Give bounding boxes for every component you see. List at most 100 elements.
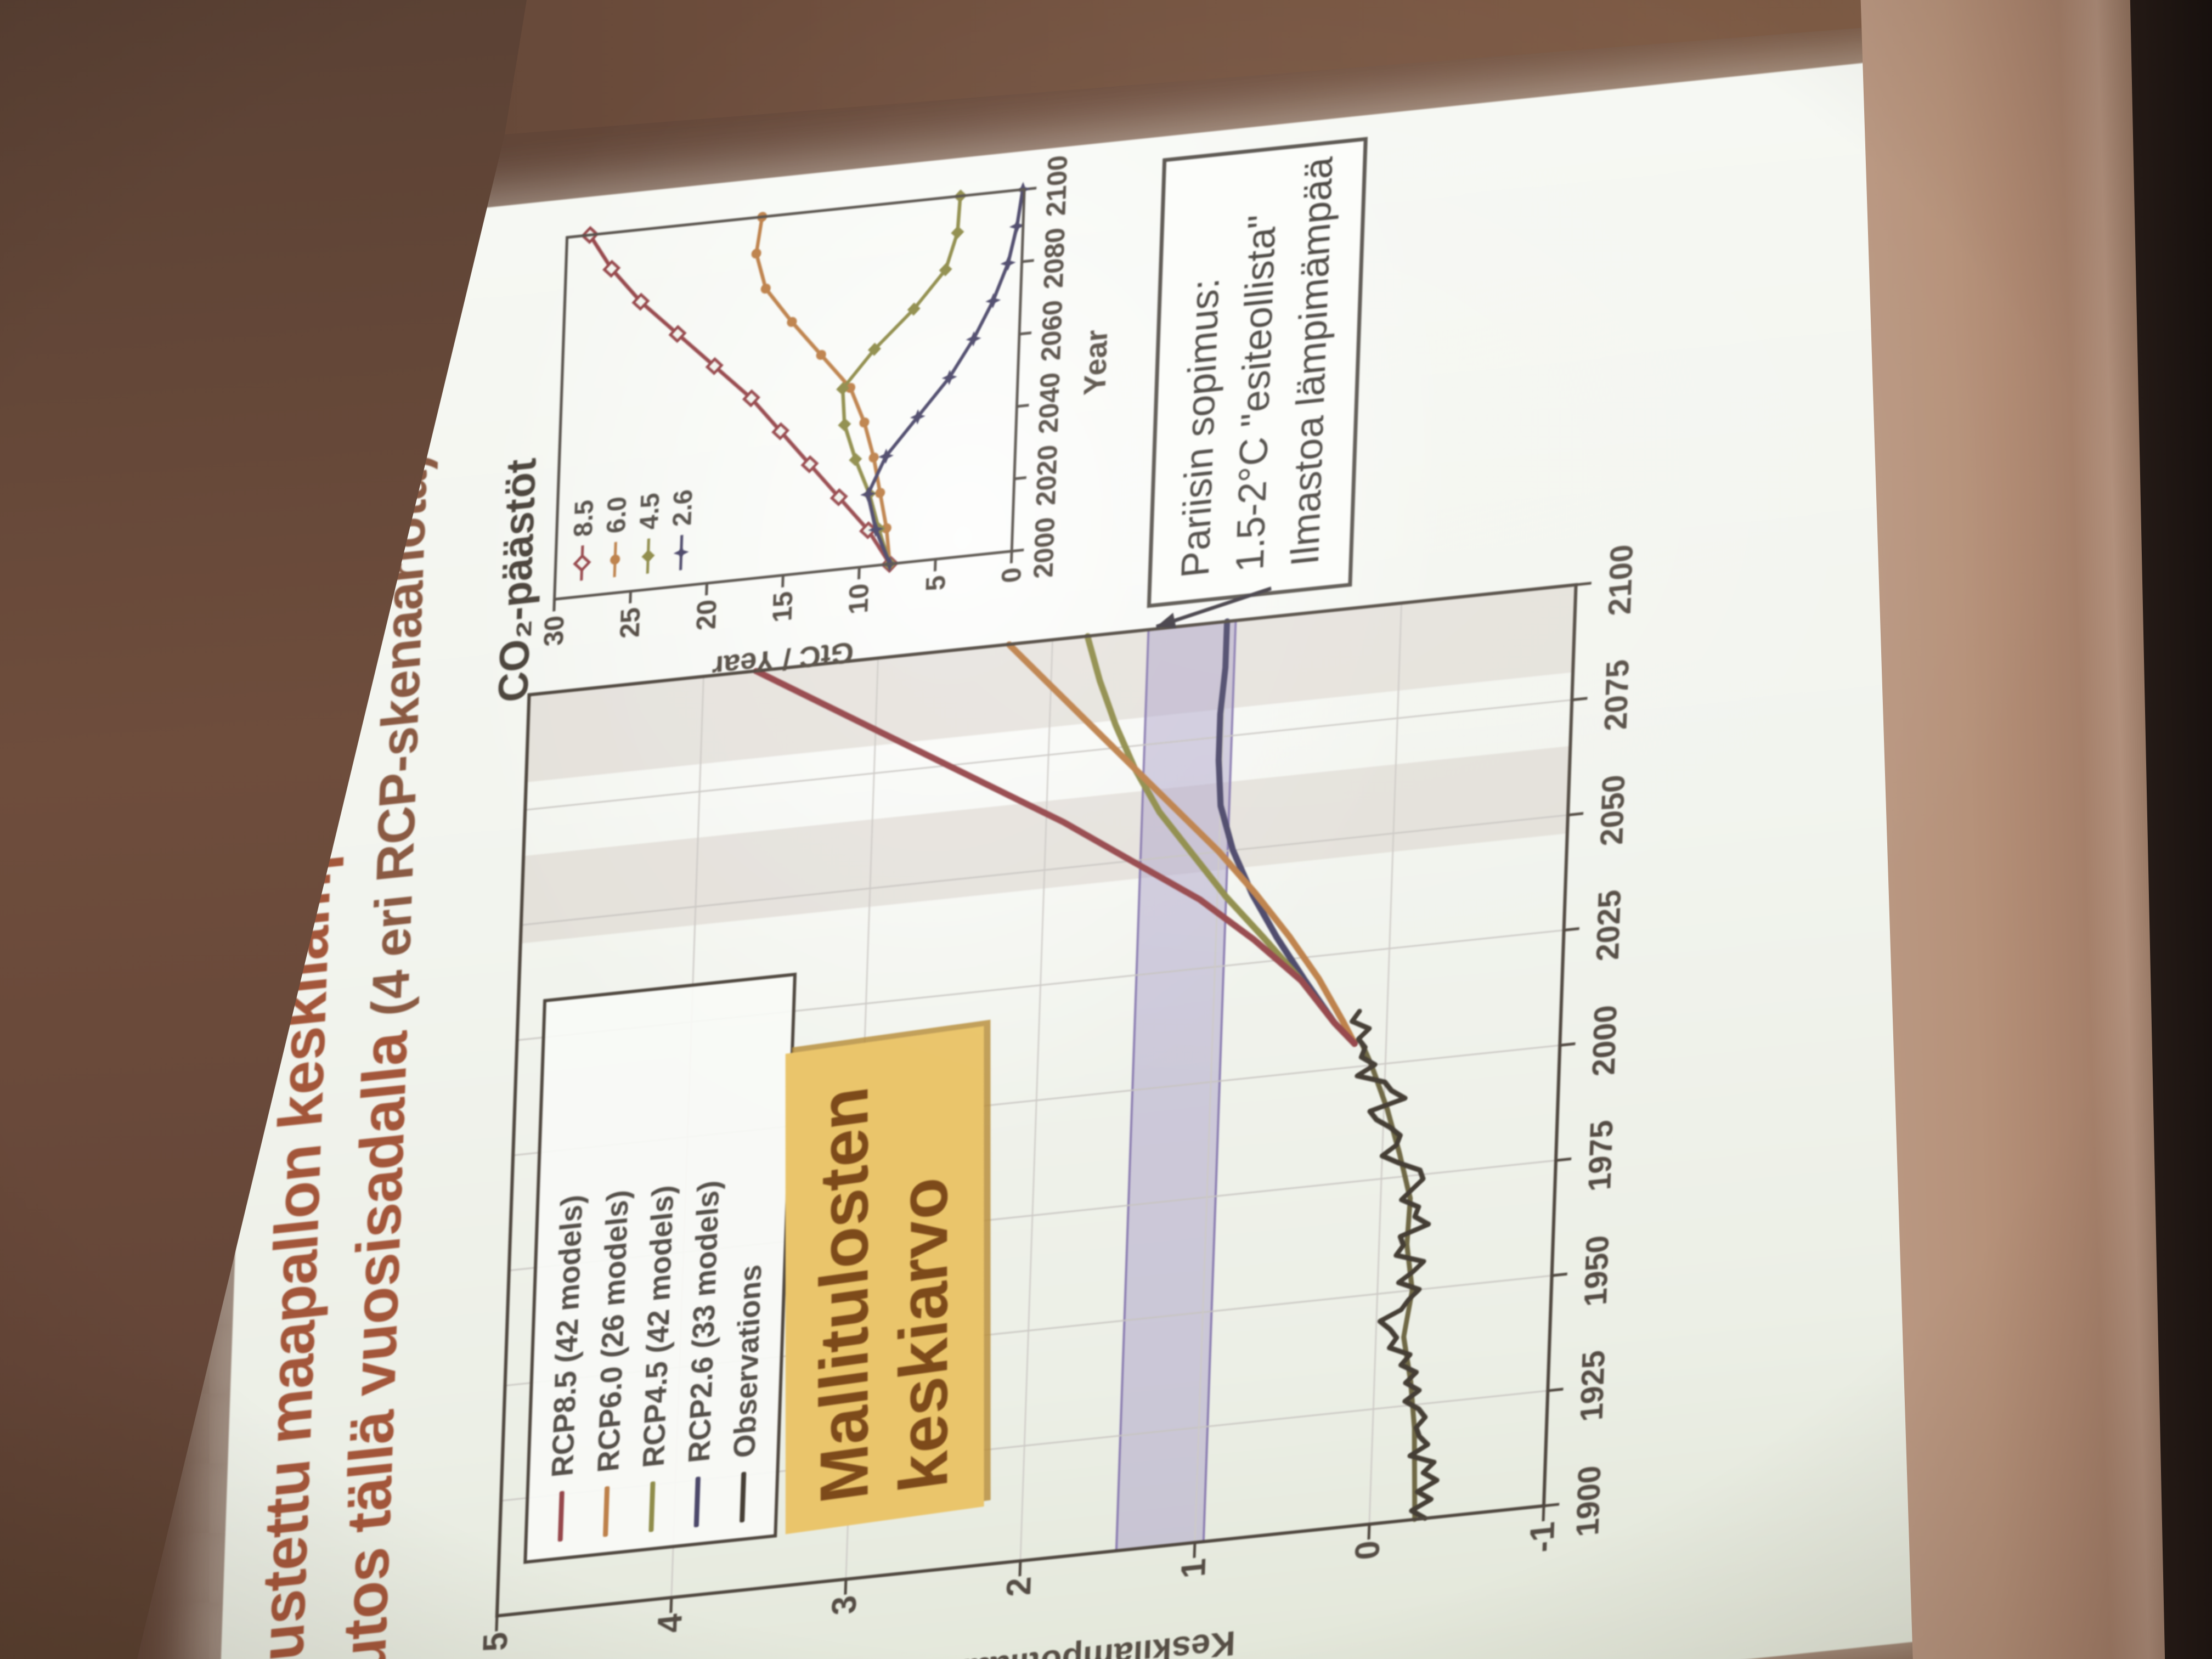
marker-circle: [787, 317, 797, 327]
inset-y-tick-label: 0: [996, 566, 1028, 585]
inset-y-tick-mark: [552, 599, 556, 612]
marker-star: [910, 409, 926, 425]
marker-diamond: [951, 225, 964, 239]
x-tick-mark: [1543, 1503, 1560, 1508]
marker-diamond: [641, 549, 655, 563]
y-tick-mark: [669, 1597, 673, 1613]
y-tick-mark: [1193, 1542, 1197, 1558]
marker-diamond: [939, 263, 952, 276]
main-x-tick-label: 2075: [1598, 658, 1637, 733]
marker-open-diamond: [705, 357, 724, 375]
marker-star: [868, 522, 884, 538]
marker-star: [1009, 218, 1025, 234]
marker-diamond: [836, 382, 850, 396]
main-x-tick-label: 2050: [1593, 773, 1632, 848]
x-tick-mark: [1548, 1387, 1564, 1392]
inset-y-tick-label: 25: [614, 606, 646, 640]
arrow-head: [1156, 612, 1177, 629]
main-x-tick-label: 2000: [1585, 1003, 1624, 1078]
inset-chart-legend: 8.5 6.0 4.5 2.6: [566, 488, 699, 585]
main-x-tick-label: 1925: [1573, 1348, 1612, 1424]
series-historical-models-mean: [1359, 1040, 1418, 1522]
marker-circle: [859, 417, 870, 428]
marker-circle: [845, 382, 856, 393]
marker-star: [966, 331, 981, 347]
marker-star: [673, 545, 689, 561]
inset-legend-entry: 8.5: [566, 499, 600, 585]
gridline-horizontal: [1019, 640, 1053, 1561]
main-x-tick-label: 2100: [1601, 543, 1640, 618]
marker-diamond: [849, 453, 862, 466]
series-observations: [1350, 1008, 1440, 1521]
inset-legend-sample: [673, 535, 689, 571]
inset-legend-entry: 2.6: [665, 488, 699, 574]
y-tick-mark: [844, 1579, 848, 1595]
marker-circle: [751, 249, 761, 259]
inset-y-tick-mark: [857, 567, 861, 580]
inset-y-tick-label: 30: [538, 614, 570, 648]
main-x-tick-label: 1950: [1577, 1233, 1616, 1308]
main-y-tick-label: 2: [1000, 1575, 1039, 1599]
main-x-tick-label: 2025: [1589, 888, 1628, 963]
inset-y-tick-label: 5: [919, 574, 951, 592]
x-tick-mark: [1555, 1157, 1572, 1162]
inset-x-tick-mark: [1019, 331, 1032, 336]
marker-star: [878, 448, 894, 464]
inset-legend-entry: 6.0: [599, 495, 633, 581]
marker-circle: [868, 452, 879, 463]
main-y-tick-label: 3: [825, 1593, 864, 1617]
inset-legend-entry: 4.5: [632, 492, 666, 578]
arrow-line: [1155, 586, 1272, 629]
inset-legend-sample: [610, 541, 620, 578]
x-tick-mark: [1551, 1272, 1567, 1277]
marker-open-diamond: [742, 389, 761, 408]
inset-y-tick-label: 15: [766, 590, 799, 624]
inset-x-tick-mark: [1017, 404, 1029, 408]
inset-x-tick-mark: [1014, 476, 1026, 481]
main-x-tick-label: 1900: [1569, 1464, 1608, 1539]
marker-open-diamond: [830, 488, 848, 506]
main-y-tick-label: 5: [476, 1630, 515, 1654]
y-tick-mark: [495, 1616, 499, 1632]
main-y-tick-label: 0: [1348, 1538, 1388, 1562]
inset-y-tick-mark: [1009, 551, 1013, 563]
inset-y-tick-label: 20: [690, 598, 723, 632]
main-y-tick-label: -1: [1522, 1520, 1562, 1555]
marker-star: [941, 370, 957, 386]
main-temperature-chart: [495, 582, 1592, 1632]
main-y-tick-label: 1: [1174, 1557, 1214, 1580]
inset-x-tick-mark: [1022, 259, 1034, 263]
inset-y-tick-mark: [629, 591, 633, 603]
inset-legend-sample: [641, 538, 655, 574]
x-tick-mark: [1560, 1042, 1576, 1047]
marker-circle: [760, 284, 771, 294]
marker-diamond: [838, 417, 851, 431]
co2-emissions-inset-chart: [552, 182, 1037, 612]
main-x-tick-label: 1975: [1581, 1118, 1620, 1193]
presentation-slide: Ennustettu maapallon keskilämpötilan muu…: [215, 44, 2034, 1659]
marker-circle: [816, 349, 826, 360]
marker-open-diamond: [631, 292, 650, 311]
marker-circle: [875, 488, 885, 498]
inset-x-tick-mark: [1012, 548, 1024, 553]
plot-border: [495, 583, 1578, 1618]
inset-x-tick-label: 2100: [1040, 154, 1074, 218]
inset-legend-sample: [573, 545, 591, 581]
marker-open-diamond: [573, 554, 591, 572]
marker-open-diamond: [668, 325, 687, 343]
series-rcp6.0: [1006, 641, 1358, 1047]
marker-circle: [610, 554, 620, 565]
inset-plot-border: [552, 188, 1026, 601]
gridline-horizontal: [1368, 603, 1402, 1525]
marker-diamond: [907, 302, 921, 316]
inset-y-tick-label: 10: [843, 582, 875, 616]
marker-star: [985, 293, 1001, 309]
x-tick-mark: [1564, 927, 1579, 932]
marker-open-diamond: [602, 259, 621, 278]
y-tick-mark: [1542, 1505, 1545, 1522]
marker-open-diamond: [771, 422, 790, 441]
marker-open-diamond: [800, 455, 819, 473]
paris-note-arrow: [1155, 586, 1272, 629]
x-tick-mark: [1576, 582, 1592, 586]
